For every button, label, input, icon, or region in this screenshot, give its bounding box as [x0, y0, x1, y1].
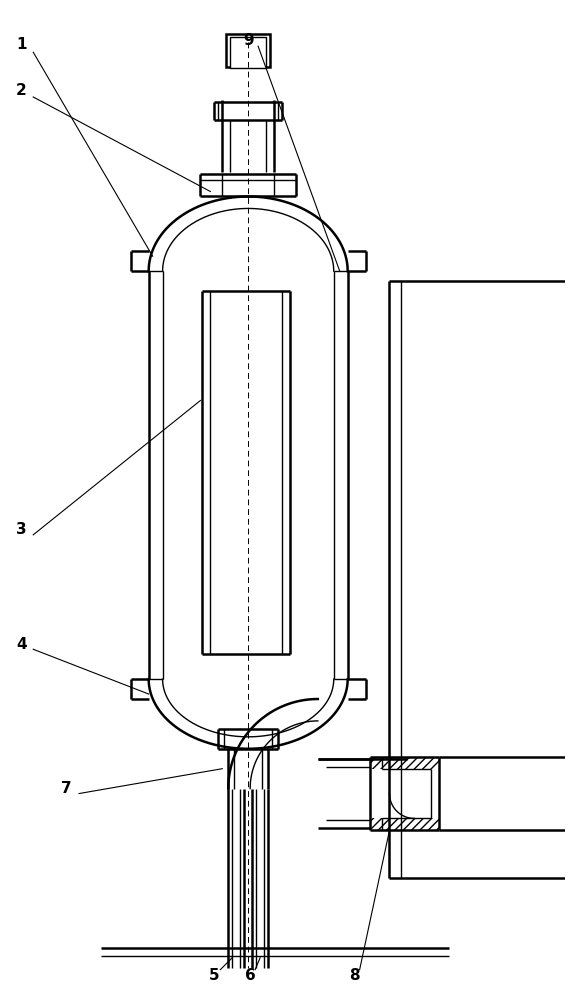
Text: 9: 9: [243, 33, 254, 48]
Text: 6: 6: [245, 968, 255, 983]
Bar: [370, 757, 439, 769]
Text: 1: 1: [16, 37, 27, 52]
Bar: [370, 818, 439, 830]
Text: 4: 4: [16, 637, 27, 652]
Text: 2: 2: [16, 83, 27, 98]
Bar: [230, 37, 266, 68]
Text: 5: 5: [209, 968, 220, 983]
Text: 7: 7: [61, 781, 71, 796]
Text: 8: 8: [349, 968, 360, 983]
Text: 3: 3: [16, 522, 27, 537]
Bar: [226, 34, 270, 67]
